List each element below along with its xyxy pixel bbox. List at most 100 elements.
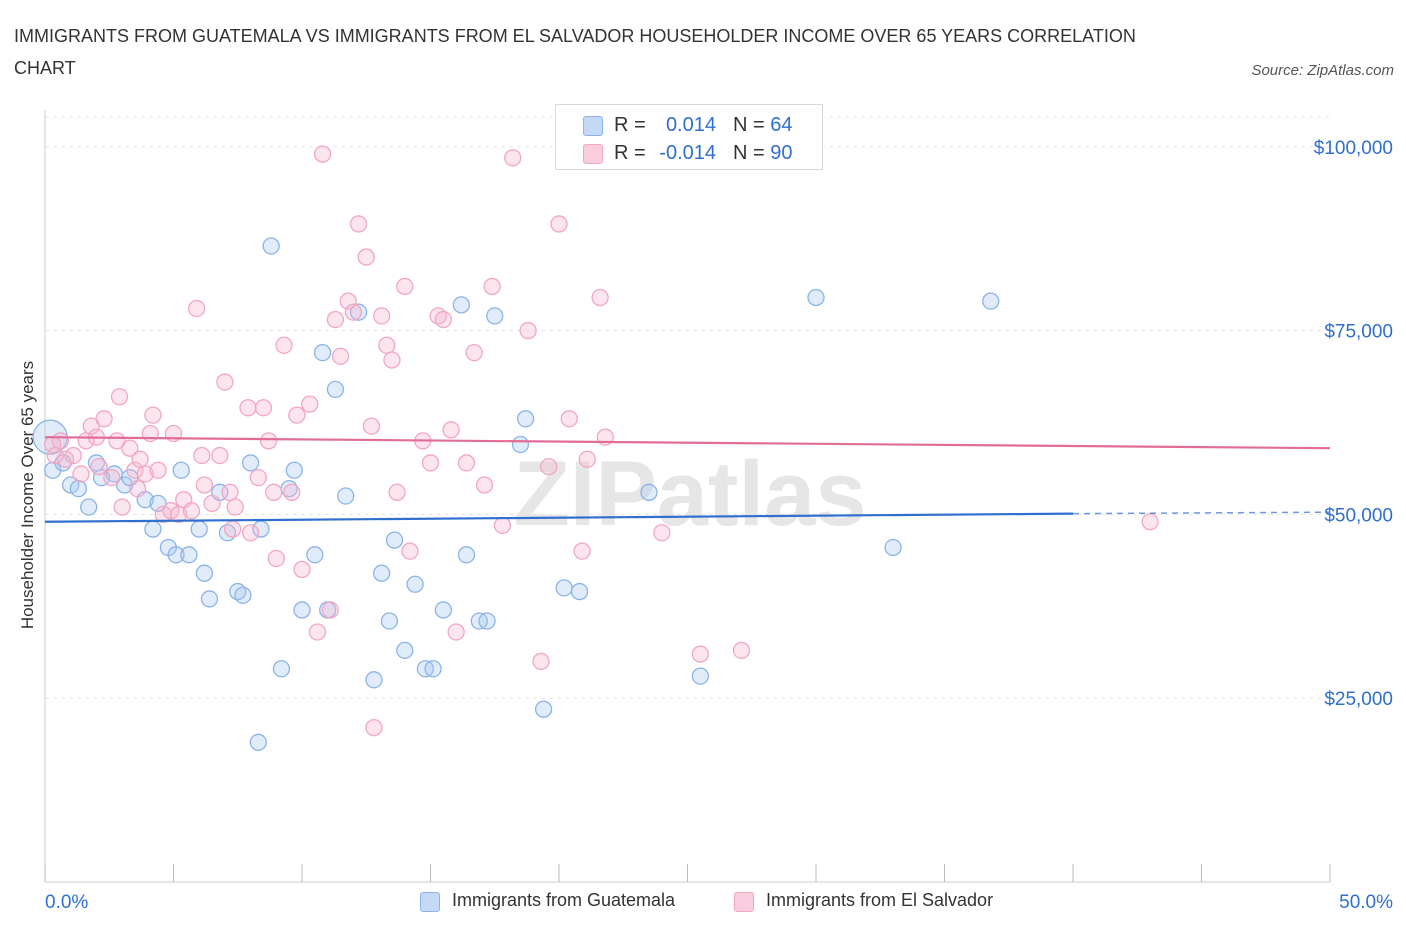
point-guatemala [570, 582, 589, 601]
point-el-salvador [519, 321, 537, 340]
point-guatemala [434, 601, 453, 619]
point-el-salvador [275, 336, 293, 354]
point-el-salvador [308, 623, 327, 641]
point-guatemala [241, 454, 260, 472]
point-el-salvador [221, 483, 239, 501]
point-el-salvador [434, 310, 453, 329]
chart-title: IMMIGRANTS FROM GUATEMALA VS IMMIGRANTS … [14, 26, 1136, 78]
point-guatemala [190, 520, 208, 538]
point-el-salvador [578, 450, 596, 468]
point-el-salvador [532, 652, 550, 671]
r-value: 0.014 [665, 114, 716, 136]
point-el-salvador [121, 439, 139, 457]
r-label: R = [614, 142, 646, 164]
y-tick-labels: $100,000 $75,000 $50,000 $25,000 [1314, 138, 1393, 710]
n-label: N = 64 [733, 114, 793, 136]
point-el-salvador [226, 498, 244, 516]
point-el-salvador [326, 310, 345, 329]
point-guatemala [691, 667, 709, 685]
point-guatemala [249, 733, 267, 751]
point-guatemala [285, 461, 303, 479]
point-el-salvador [211, 446, 229, 465]
point-guatemala [167, 546, 185, 564]
point-el-salvador [357, 248, 375, 266]
point-guatemala [337, 487, 355, 505]
point-el-salvador [321, 601, 339, 619]
point-guatemala [396, 641, 414, 660]
legend-swatch-guatemala [583, 116, 603, 136]
trend-line-guatemala [44, 512, 1074, 523]
point-el-salvador [457, 454, 476, 472]
point-guatemala [172, 461, 190, 479]
legend-label: Immigrants from El Salvador [766, 890, 994, 910]
point-guatemala [365, 671, 383, 689]
point-guatemala [516, 410, 535, 428]
point-el-salvador [131, 450, 149, 468]
point-el-salvador [732, 641, 751, 660]
point-el-salvador [265, 483, 283, 501]
point-el-salvador [95, 410, 113, 428]
point-guatemala [884, 538, 902, 557]
point-el-salvador [128, 479, 147, 498]
point-guatemala [349, 303, 368, 321]
point-guatemala [511, 435, 530, 454]
point-guatemala [457, 546, 476, 564]
point-el-salvador [401, 542, 419, 560]
stats-row-guatemala: R = 0.014 N = 64 [556, 112, 822, 140]
point-el-salvador [51, 432, 70, 450]
point-guatemala [180, 546, 198, 564]
point-el-salvador [447, 623, 465, 641]
point-guatemala [452, 296, 470, 314]
point-el-salvador [344, 303, 363, 321]
point-el-salvador [293, 560, 311, 579]
point-guatemala [272, 660, 291, 678]
point-el-salvador [259, 432, 278, 450]
point-el-salvador [254, 399, 273, 417]
axes [44, 110, 1331, 883]
trend-lines [44, 436, 1331, 523]
point-el-salvador [144, 406, 162, 424]
point-el-salvador [383, 351, 401, 369]
point-el-salvador [126, 461, 144, 479]
point-guatemala [149, 494, 167, 513]
r-value: -0.014 [659, 142, 716, 164]
point-el-salvador [149, 461, 167, 479]
point-guatemala [486, 307, 504, 325]
gridlines [45, 116, 1330, 699]
y-tick-label: $100,000 [1314, 138, 1393, 159]
point-el-salvador [249, 468, 267, 487]
point-guatemala [555, 579, 573, 597]
x-tick-label-min: 0.0% [45, 892, 88, 913]
point-el-salvador [223, 520, 242, 538]
point-el-salvador [560, 410, 578, 428]
r-label: R = [614, 114, 646, 136]
point-guatemala [80, 498, 98, 516]
trend-line-extension [1072, 511, 1331, 515]
point-guatemala [306, 546, 324, 564]
chart-source: Source: ZipAtlas.com [1251, 62, 1394, 79]
point-el-salvador [591, 288, 609, 307]
point-el-salvador [421, 454, 440, 472]
point-el-salvador [110, 388, 129, 406]
point-guatemala [69, 479, 88, 498]
x-tick-label-max: 50.0% [1339, 892, 1393, 913]
point-el-salvador [349, 215, 368, 233]
point-guatemala [200, 590, 219, 608]
point-el-salvador [241, 524, 260, 542]
y-tick-label: $75,000 [1324, 322, 1393, 343]
point-guatemala [326, 380, 345, 399]
point-guatemala [640, 483, 658, 501]
point-guatemala [534, 700, 553, 718]
point-el-salvador [113, 498, 131, 516]
watermark: ZIPatlas [514, 443, 867, 545]
point-el-salvador [653, 524, 671, 542]
point-el-salvador [1141, 513, 1159, 531]
point-el-salvador [288, 406, 306, 424]
point-el-salvador [483, 277, 501, 296]
point-guatemala [313, 343, 332, 362]
legend-swatch [420, 892, 440, 912]
point-guatemala [373, 564, 391, 582]
x-tick-labels: 0.0% 50.0% [45, 892, 1393, 913]
point-el-salvador [388, 483, 406, 501]
point-el-salvador [442, 421, 460, 439]
